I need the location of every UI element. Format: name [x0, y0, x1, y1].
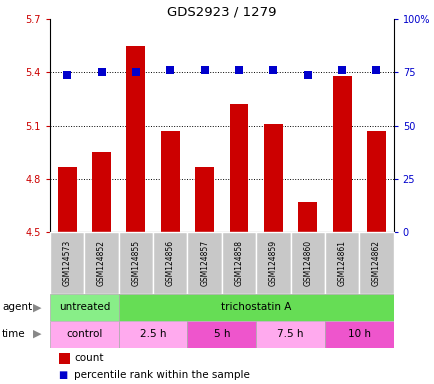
- Bar: [263, 124, 282, 232]
- Text: GSM124858: GSM124858: [234, 240, 243, 286]
- Point: [98, 70, 105, 76]
- Bar: [324, 232, 358, 294]
- Bar: [229, 104, 248, 232]
- Bar: [84, 232, 118, 294]
- Text: 5 h: 5 h: [213, 329, 230, 339]
- Text: GSM124855: GSM124855: [131, 240, 140, 286]
- Point: [201, 67, 208, 73]
- Bar: [195, 167, 214, 232]
- Bar: [256, 321, 324, 348]
- Text: 2.5 h: 2.5 h: [140, 329, 166, 339]
- Bar: [118, 232, 153, 294]
- Text: time: time: [2, 329, 26, 339]
- Text: agent: agent: [2, 302, 32, 312]
- Text: 7.5 h: 7.5 h: [277, 329, 303, 339]
- Text: GSM124862: GSM124862: [371, 240, 380, 286]
- Bar: [366, 131, 385, 232]
- Bar: [92, 152, 111, 232]
- Point: [64, 71, 71, 78]
- Bar: [332, 76, 351, 232]
- Bar: [118, 321, 187, 348]
- Bar: [153, 232, 187, 294]
- Point: [269, 67, 276, 73]
- Bar: [256, 232, 290, 294]
- Text: ▶: ▶: [33, 329, 41, 339]
- Bar: [50, 232, 84, 294]
- Text: GSM124573: GSM124573: [62, 240, 72, 286]
- Bar: [358, 232, 393, 294]
- Bar: [298, 202, 316, 232]
- Point: [372, 67, 379, 73]
- Bar: [50, 321, 118, 348]
- Point: [167, 67, 174, 73]
- Point: [338, 67, 345, 73]
- Text: GSM124856: GSM124856: [165, 240, 174, 286]
- Bar: [221, 232, 256, 294]
- Text: GSM124859: GSM124859: [268, 240, 277, 286]
- Text: GSM124852: GSM124852: [97, 240, 106, 286]
- Text: 10 h: 10 h: [347, 329, 370, 339]
- Text: untreated: untreated: [59, 302, 110, 312]
- Bar: [118, 294, 393, 321]
- Bar: [58, 167, 76, 232]
- Text: control: control: [66, 329, 102, 339]
- Text: percentile rank within the sample: percentile rank within the sample: [74, 370, 249, 380]
- Bar: [187, 232, 221, 294]
- Bar: [324, 321, 393, 348]
- Title: GDS2923 / 1279: GDS2923 / 1279: [167, 5, 276, 18]
- Text: ▶: ▶: [33, 302, 41, 312]
- Point: [304, 71, 311, 78]
- Text: GSM124857: GSM124857: [200, 240, 209, 286]
- Text: ■: ■: [58, 370, 68, 380]
- Bar: [50, 294, 118, 321]
- Text: count: count: [74, 353, 103, 363]
- Text: GSM124861: GSM124861: [337, 240, 346, 286]
- Bar: [161, 131, 179, 232]
- Text: trichostatin A: trichostatin A: [220, 302, 291, 312]
- Bar: [126, 46, 145, 232]
- Bar: [187, 321, 256, 348]
- Bar: [290, 232, 324, 294]
- Point: [235, 67, 242, 73]
- Point: [132, 70, 139, 76]
- Text: GSM124860: GSM124860: [302, 240, 312, 286]
